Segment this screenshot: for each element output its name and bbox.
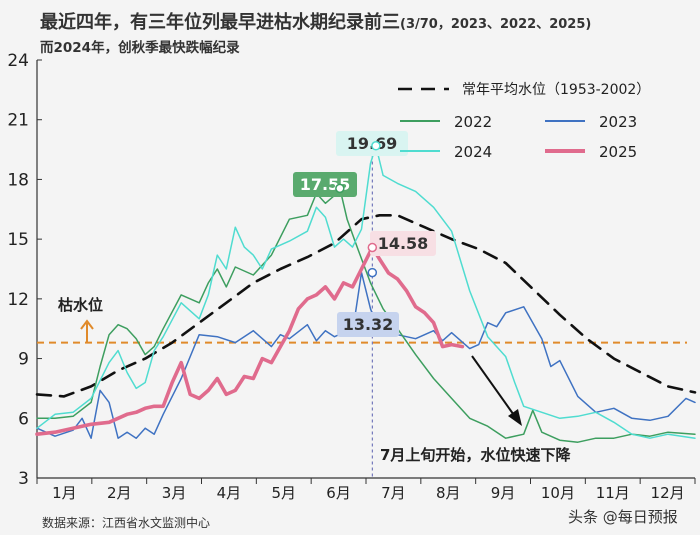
x-tick-label: 12月 bbox=[651, 484, 685, 502]
x-tick-label: 10月 bbox=[541, 484, 575, 502]
y-tick-label: 18 bbox=[7, 170, 29, 190]
chart-title: 最近四年，有三年位列最早进枯水期纪录前三(3/70，2023、2022、2025… bbox=[40, 12, 592, 33]
x-tick-label: 8月 bbox=[436, 484, 461, 502]
legend-label-2023: 2023 bbox=[599, 113, 637, 131]
y-tick-label: 15 bbox=[7, 230, 29, 250]
peak-point-2022 bbox=[335, 183, 345, 194]
x-tick-label: 4月 bbox=[217, 484, 242, 502]
peak-point-2023 bbox=[367, 267, 378, 278]
x-tick-label: 6月 bbox=[326, 484, 351, 502]
series-line-2025 bbox=[35, 245, 465, 437]
x-tick-label: 1月 bbox=[52, 484, 77, 502]
x-tick-label: 7月 bbox=[381, 484, 406, 502]
y-tick-label: 21 bbox=[7, 111, 29, 131]
y-tick-label: 9 bbox=[18, 350, 29, 370]
y-tick-label: 3 bbox=[18, 469, 29, 489]
callout-tag-2023 bbox=[337, 312, 399, 337]
x-tick-label: 3月 bbox=[162, 484, 187, 502]
decline-arrowhead bbox=[508, 409, 522, 426]
peak-point-2024 bbox=[371, 141, 381, 151]
data-source: 数据来源：江西省水文监测中心 bbox=[42, 516, 211, 530]
decline-arrow bbox=[471, 355, 517, 419]
callout-tag-2025 bbox=[370, 231, 436, 256]
series-line-2022 bbox=[36, 187, 696, 443]
dry-water-level-label: 枯水位 bbox=[58, 296, 103, 314]
y-tick-label: 24 bbox=[7, 51, 29, 71]
x-tick-label: 2月 bbox=[107, 484, 132, 502]
callout-value-2023: 13.32 bbox=[343, 315, 394, 334]
chart-subtitle: 而2024年，创秋季最快跌幅纪录 bbox=[40, 40, 240, 56]
legend-label-2024: 2024 bbox=[454, 143, 492, 161]
y-tick-label: 6 bbox=[18, 409, 29, 429]
dry-water-level-arrowhead bbox=[80, 319, 94, 330]
x-tick-label: 9月 bbox=[491, 484, 516, 502]
x-tick-label: 11月 bbox=[596, 484, 630, 502]
peak-point-2025 bbox=[367, 242, 378, 253]
legend-label-2025: 2025 bbox=[599, 143, 637, 161]
series-line-19532002 bbox=[35, 214, 697, 398]
chart-title-note: (3/70，2023、2022、2025) bbox=[400, 17, 592, 32]
watermark: 头条 @每日预报 bbox=[568, 508, 678, 526]
y-tick-label: 12 bbox=[7, 290, 29, 310]
decline-annotation: 7月上旬开始，水位快速下降 bbox=[380, 446, 571, 464]
series-line-2024 bbox=[36, 145, 696, 439]
callout-value-2025: 14.58 bbox=[378, 234, 429, 253]
x-tick-label: 5月 bbox=[271, 484, 296, 502]
legend-label-2022: 2022 bbox=[454, 113, 492, 131]
legend-label-average: 常年平均水位（1953-2002） bbox=[462, 82, 650, 98]
